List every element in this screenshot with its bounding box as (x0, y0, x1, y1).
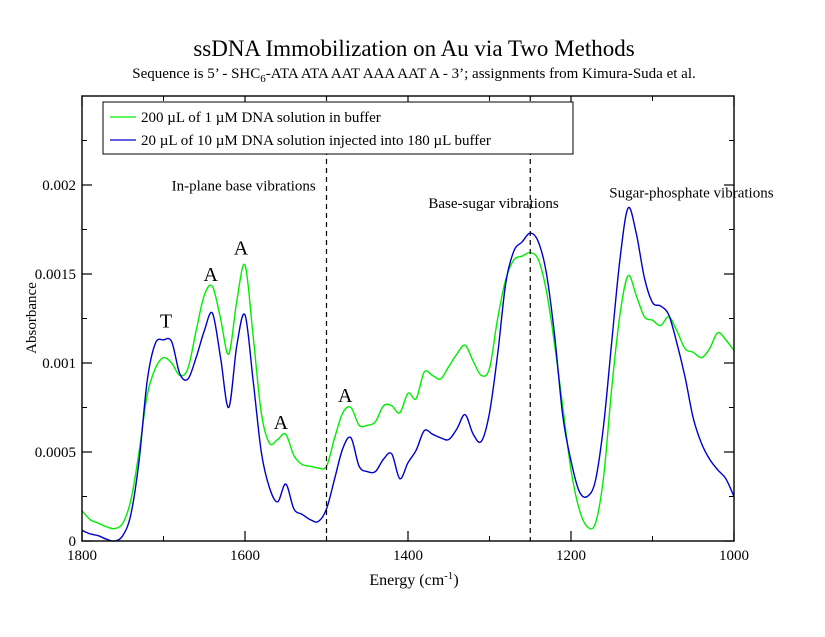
peak-label-0: T (160, 310, 172, 332)
legend-label-0: 200 µL of 1 µM DNA solution in buffer (141, 110, 381, 126)
series-line-1 (81, 206, 735, 542)
x-axis-label: Energy (cm-1) (369, 570, 458, 589)
chart-subtitle-pre: Sequence is 5’ - SHC (132, 66, 260, 82)
x-axis-label-post: ) (453, 572, 458, 589)
x-tick-label-0: 1800 (67, 548, 97, 564)
y-axis-label: Absorbance (24, 282, 40, 354)
plot-frame (81, 95, 735, 542)
chart-subtitle-post: -ATA ATA AAT AAA AAT A - 3’; assignments… (266, 66, 696, 82)
chart-title: ssDNA Immobilization on Au via Two Metho… (193, 36, 634, 61)
y-tick-label-4: 0.002 (42, 178, 76, 194)
legend: 200 µL of 1 µM DNA solution in buffer 20… (102, 101, 574, 155)
region-label-0: In-plane base vibrations (172, 178, 316, 194)
x-axis-label-sup: -1 (444, 570, 453, 582)
x-tick-label-2: 1400 (393, 548, 423, 564)
series-line-0 (81, 251, 735, 530)
peak-label-4: A (338, 385, 353, 407)
y-tick-label-1: 0.0005 (35, 445, 76, 461)
peak-label-1: A (204, 264, 219, 286)
peak-label-2: A (234, 237, 249, 259)
y-tick-label-2: 0.001 (42, 356, 76, 372)
region-label-2: Sugar-phosphate vibrations (609, 185, 773, 201)
chart-subtitle: Sequence is 5’ - SHC6-ATA ATA AAT AAA AA… (132, 66, 696, 85)
chart-subtitle-sub: 6 (260, 73, 266, 85)
legend-label-1: 20 µL of 10 µM DNA solution injected int… (141, 133, 491, 149)
plot-area: 0 0.0005 0.001 0.0015 0.002 1800 1600 1400 1200 1… (35, 95, 774, 564)
y-tick-label-0: 0 (69, 534, 77, 550)
peak-label-3: A (274, 412, 289, 434)
x-tick-label-1: 1600 (230, 548, 260, 564)
region-label-1: Base-sugar vibrations (428, 196, 559, 212)
x-axis-label-pre: Energy (cm (369, 572, 444, 589)
legend-box (102, 101, 574, 155)
y-tick-label-3: 0.0015 (35, 267, 76, 283)
x-tick-label-3: 1200 (556, 548, 586, 564)
x-tick-label-4: 1000 (719, 548, 749, 564)
